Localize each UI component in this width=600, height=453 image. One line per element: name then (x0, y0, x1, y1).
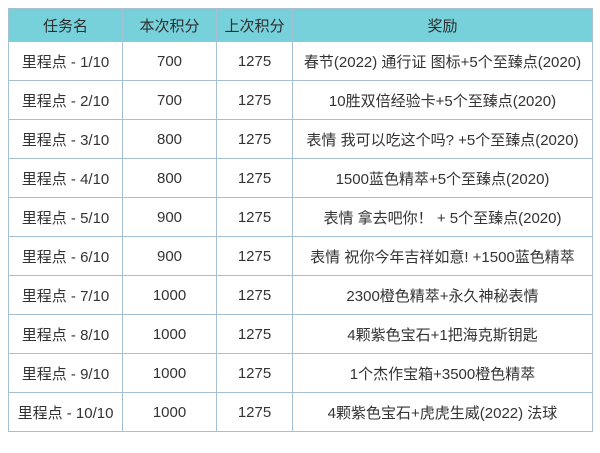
cell-current: 1000 (122, 353, 217, 393)
rewards-table: 任务名 本次积分 上次积分 奖励 里程点 - 1/10 700 1275 春节(2022) … (8, 8, 593, 432)
cell-current: 900 (122, 197, 217, 237)
cell-current: 800 (122, 119, 217, 159)
column-header-last: 上次积分 (216, 8, 293, 42)
cell-task: 里程点 - 10/10 (8, 392, 123, 432)
cell-reward: 4颗紫色宝石+1把海克斯钥匙 (292, 314, 593, 354)
cell-current: 900 (122, 236, 217, 276)
cell-task: 里程点 - 9/10 (8, 353, 123, 393)
cell-reward: 10胜双倍经验卡+5个至臻点(2020) (292, 80, 593, 120)
cell-last: 1275 (216, 197, 293, 237)
cell-reward: 表情 祝你今年吉祥如意! +1500蓝色精萃 (292, 236, 593, 276)
cell-reward: 1个杰作宝箱+3500橙色精萃 (292, 353, 593, 393)
cell-last: 1275 (216, 275, 293, 315)
table-row: 里程点 - 8/10 1000 1275 4颗紫色宝石+1把海克斯钥匙 (8, 314, 593, 354)
cell-current: 700 (122, 80, 217, 120)
table-row: 里程点 - 2/10 700 1275 10胜双倍经验卡+5个至臻点(2020) (8, 80, 593, 120)
column-header-current: 本次积分 (122, 8, 217, 42)
cell-last: 1275 (216, 80, 293, 120)
table-row: 里程点 - 5/10 900 1275 表情 拿去吧你！ + 5个至臻点(2020) (8, 197, 593, 237)
cell-task: 里程点 - 5/10 (8, 197, 123, 237)
cell-current: 800 (122, 158, 217, 198)
cell-reward: 春节(2022) 通行证 图标+5个至臻点(2020) (292, 41, 593, 81)
cell-task: 里程点 - 4/10 (8, 158, 123, 198)
cell-last: 1275 (216, 314, 293, 354)
table-header: 任务名 本次积分 上次积分 奖励 (8, 8, 593, 42)
table-row: 里程点 - 7/10 1000 1275 2300橙色精萃+永久神秘表情 (8, 275, 593, 315)
cell-reward: 表情 我可以吃这个吗? +5个至臻点(2020) (292, 119, 593, 159)
cell-task: 里程点 - 2/10 (8, 80, 123, 120)
header-row: 任务名 本次积分 上次积分 奖励 (8, 8, 593, 42)
cell-reward: 4颗紫色宝石+虎虎生威(2022) 法球 (292, 392, 593, 432)
table-row: 里程点 - 6/10 900 1275 表情 祝你今年吉祥如意! +1500蓝色精萃 (8, 236, 593, 276)
table-body: 里程点 - 1/10 700 1275 春节(2022) 通行证 图标+5个至臻点(2… (8, 41, 593, 432)
cell-task: 里程点 - 8/10 (8, 314, 123, 354)
cell-current: 1000 (122, 392, 217, 432)
cell-task: 里程点 - 3/10 (8, 119, 123, 159)
cell-last: 1275 (216, 392, 293, 432)
table-row: 里程点 - 10/10 1000 1275 4颗紫色宝石+虎虎生威(2022) 法球 (8, 392, 593, 432)
cell-last: 1275 (216, 119, 293, 159)
cell-current: 1000 (122, 275, 217, 315)
rewards-table-container: 任务名 本次积分 上次积分 奖励 里程点 - 1/10 700 1275 春节(2022) … (8, 8, 593, 432)
cell-last: 1275 (216, 158, 293, 198)
cell-current: 1000 (122, 314, 217, 354)
cell-task: 里程点 - 7/10 (8, 275, 123, 315)
cell-last: 1275 (216, 353, 293, 393)
cell-reward: 1500蓝色精萃+5个至臻点(2020) (292, 158, 593, 198)
cell-last: 1275 (216, 41, 293, 81)
cell-reward: 表情 拿去吧你！ + 5个至臻点(2020) (292, 197, 593, 237)
table-row: 里程点 - 4/10 800 1275 1500蓝色精萃+5个至臻点(2020) (8, 158, 593, 198)
cell-task: 里程点 - 1/10 (8, 41, 123, 81)
table-row: 里程点 - 1/10 700 1275 春节(2022) 通行证 图标+5个至臻点(2… (8, 41, 593, 81)
cell-last: 1275 (216, 236, 293, 276)
column-header-task: 任务名 (8, 8, 123, 42)
cell-task: 里程点 - 6/10 (8, 236, 123, 276)
table-row: 里程点 - 9/10 1000 1275 1个杰作宝箱+3500橙色精萃 (8, 353, 593, 393)
column-header-reward: 奖励 (292, 8, 593, 42)
cell-reward: 2300橙色精萃+永久神秘表情 (292, 275, 593, 315)
table-row: 里程点 - 3/10 800 1275 表情 我可以吃这个吗? +5个至臻点(2020… (8, 119, 593, 159)
cell-current: 700 (122, 41, 217, 81)
